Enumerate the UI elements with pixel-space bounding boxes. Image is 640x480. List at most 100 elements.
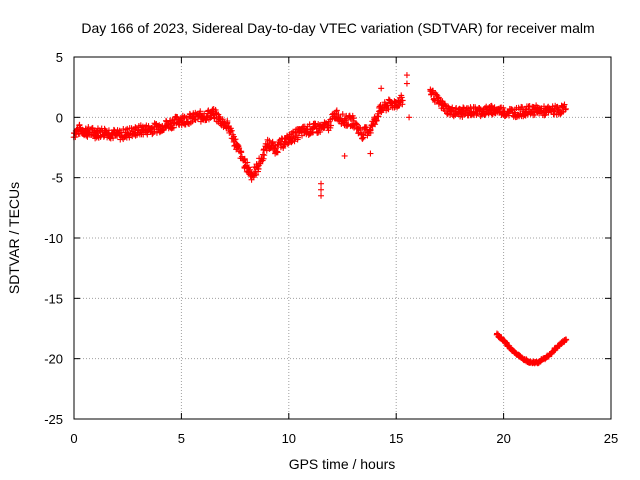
data-point <box>375 113 382 120</box>
data-point <box>367 150 374 157</box>
data-point <box>185 120 192 127</box>
data-point <box>303 126 310 133</box>
data-point <box>295 134 302 141</box>
data-point <box>561 101 568 108</box>
data-point <box>500 104 507 111</box>
y-axis-label: SDTVAR / TECUs <box>6 182 22 294</box>
y-tick-label: -25 <box>44 412 63 427</box>
x-tick-label: 20 <box>496 431 510 446</box>
data-point <box>398 94 405 101</box>
data-point <box>273 148 280 155</box>
data-point <box>246 166 253 173</box>
data-point <box>318 186 325 193</box>
x-tick-label: 10 <box>282 431 296 446</box>
data-point <box>241 155 248 162</box>
data-point <box>122 126 129 133</box>
data-point <box>274 149 281 156</box>
data-point <box>406 114 413 121</box>
data-point <box>371 114 378 121</box>
data-point <box>238 149 245 156</box>
data-point <box>231 136 238 143</box>
data-point <box>519 104 526 111</box>
x-tick-label: 5 <box>178 431 185 446</box>
data-point <box>333 108 340 115</box>
chart-title: Day 166 of 2023, Sidereal Day-to-day VTE… <box>81 20 594 36</box>
data-point <box>363 124 370 131</box>
data-point <box>339 111 346 118</box>
data-point <box>253 171 260 178</box>
data-point <box>219 116 226 123</box>
data-point <box>327 122 334 129</box>
data-point <box>126 134 133 141</box>
data-point <box>343 117 350 124</box>
data-point <box>287 134 294 141</box>
data-point <box>403 80 410 87</box>
x-tick-label: 15 <box>389 431 403 446</box>
data-point <box>197 108 204 115</box>
data-point <box>526 103 533 110</box>
data-point <box>277 139 284 146</box>
x-axis-label: GPS time / hours <box>289 456 396 472</box>
data-point <box>257 160 264 167</box>
data-point <box>357 127 364 134</box>
x-tick-label: 0 <box>70 431 77 446</box>
data-point <box>110 135 117 142</box>
data-point <box>372 121 379 128</box>
data-point <box>72 134 79 141</box>
data-point <box>158 123 165 130</box>
data-point <box>269 138 276 145</box>
data-point <box>505 112 512 119</box>
data-point <box>541 112 548 119</box>
data-point <box>373 117 380 124</box>
data-point <box>228 127 235 134</box>
data-point <box>476 105 483 112</box>
data-point <box>318 180 325 187</box>
data-point <box>232 136 239 143</box>
data-point <box>350 115 357 122</box>
data-point <box>244 159 251 166</box>
y-tick-label: -5 <box>51 171 63 186</box>
x-tick-label: 25 <box>604 431 618 446</box>
data-point <box>284 141 291 148</box>
data-point <box>260 155 267 162</box>
data-point <box>385 106 392 113</box>
y-tick-label: -10 <box>44 231 63 246</box>
data-point <box>333 107 340 114</box>
data-point <box>318 192 325 199</box>
data-point <box>367 129 374 136</box>
data-point <box>259 151 266 158</box>
data-point <box>434 95 441 102</box>
data-point <box>341 152 348 159</box>
data-point <box>481 112 488 119</box>
data-point <box>306 121 313 128</box>
y-tick-label: 5 <box>56 50 63 65</box>
data-point <box>542 111 549 118</box>
data-point <box>443 110 450 117</box>
data-point <box>224 119 231 126</box>
data-point <box>399 97 406 104</box>
y-tick-label: 0 <box>56 110 63 125</box>
data-point <box>261 152 268 159</box>
data-points <box>70 72 570 367</box>
data-point <box>353 120 360 127</box>
data-point <box>170 124 177 131</box>
data-point <box>460 104 467 111</box>
data-point <box>211 114 218 121</box>
data-point <box>562 106 569 113</box>
data-point <box>359 135 366 142</box>
data-point <box>378 85 385 92</box>
y-tick-label: -15 <box>44 291 63 306</box>
data-point <box>160 126 167 133</box>
data-point <box>395 102 402 109</box>
y-tick-label: -20 <box>44 352 63 367</box>
data-point <box>435 94 442 101</box>
data-point <box>266 137 273 144</box>
data-point <box>360 134 367 141</box>
data-point <box>351 124 358 131</box>
data-point <box>299 132 306 139</box>
data-point <box>317 128 324 135</box>
data-point <box>255 166 262 173</box>
data-point <box>403 72 410 79</box>
data-point <box>76 121 83 128</box>
